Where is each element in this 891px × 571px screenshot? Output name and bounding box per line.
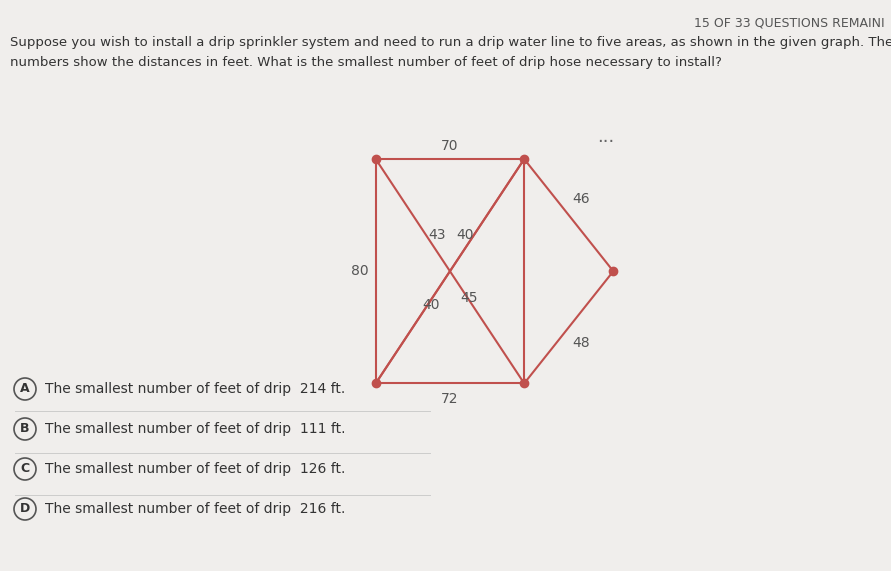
Text: ...: ...: [597, 128, 615, 146]
Text: B: B: [20, 423, 29, 436]
Text: The smallest number of feet of drip  111 ft.: The smallest number of feet of drip 111 …: [45, 422, 346, 436]
Text: A: A: [20, 383, 29, 396]
Text: numbers show the distances in feet. What is the smallest number of feet of drip : numbers show the distances in feet. What…: [10, 56, 722, 69]
Text: 72: 72: [441, 392, 459, 406]
Text: D: D: [20, 502, 30, 516]
Text: 40: 40: [422, 298, 439, 312]
Text: 45: 45: [461, 291, 478, 305]
Text: 80: 80: [350, 264, 368, 278]
Text: 48: 48: [572, 336, 590, 350]
Text: The smallest number of feet of drip  216 ft.: The smallest number of feet of drip 216 …: [45, 502, 346, 516]
Text: The smallest number of feet of drip  214 ft.: The smallest number of feet of drip 214 …: [45, 382, 345, 396]
Text: 40: 40: [456, 228, 473, 242]
Text: The smallest number of feet of drip  126 ft.: The smallest number of feet of drip 126 …: [45, 462, 346, 476]
Text: 70: 70: [441, 139, 459, 152]
Text: 43: 43: [428, 228, 446, 242]
Text: C: C: [20, 463, 29, 476]
Text: Suppose you wish to install a drip sprinkler system and need to run a drip water: Suppose you wish to install a drip sprin…: [10, 36, 891, 49]
Text: 46: 46: [572, 192, 590, 207]
Text: 15 OF 33 QUESTIONS REMAINI: 15 OF 33 QUESTIONS REMAINI: [694, 16, 885, 29]
